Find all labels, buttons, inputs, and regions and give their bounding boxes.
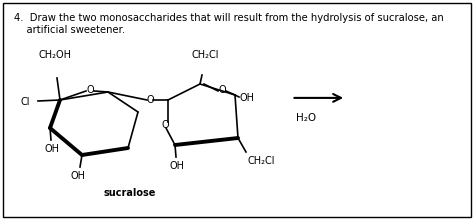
Text: OH: OH bbox=[170, 161, 184, 171]
Text: CH₂OH: CH₂OH bbox=[38, 50, 72, 60]
Text: H₂O: H₂O bbox=[296, 113, 316, 123]
Text: OH: OH bbox=[240, 93, 255, 103]
Text: artificial sweetener.: artificial sweetener. bbox=[14, 25, 125, 35]
Text: O: O bbox=[218, 85, 226, 95]
Text: O: O bbox=[86, 85, 94, 95]
Text: Cl: Cl bbox=[20, 97, 30, 107]
Text: CH₂Cl: CH₂Cl bbox=[191, 50, 219, 60]
Text: sucralose: sucralose bbox=[104, 188, 156, 198]
Text: OH: OH bbox=[71, 171, 85, 181]
Text: 4.  Draw the two monosaccharides that will result from the hydrolysis of sucralo: 4. Draw the two monosaccharides that wil… bbox=[14, 13, 444, 23]
Text: O: O bbox=[146, 95, 154, 105]
Text: O: O bbox=[161, 120, 169, 130]
Text: OH: OH bbox=[45, 144, 60, 154]
Text: CH₂Cl: CH₂Cl bbox=[248, 156, 275, 166]
